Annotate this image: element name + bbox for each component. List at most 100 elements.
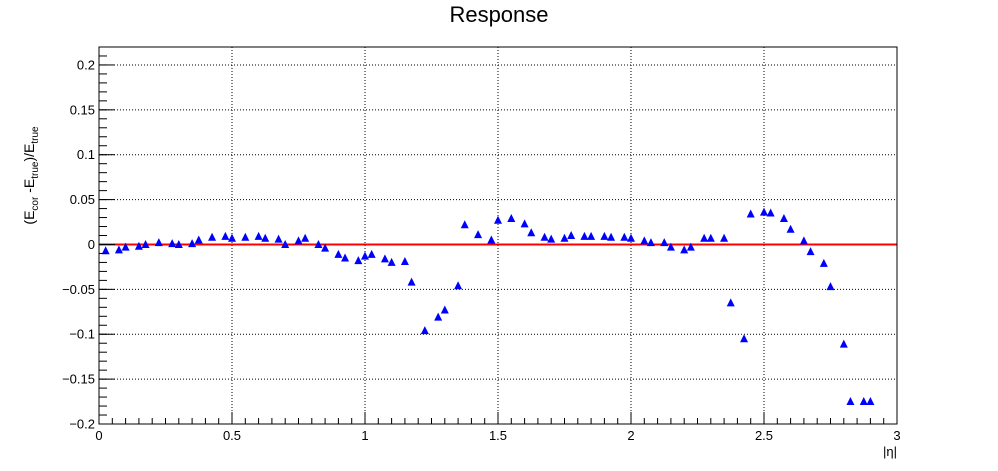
data-point	[261, 233, 270, 242]
data-point	[846, 397, 855, 406]
data-point	[700, 233, 709, 242]
data-point	[866, 397, 875, 406]
data-point	[487, 235, 496, 244]
data-point	[660, 238, 669, 247]
data-point	[607, 232, 616, 241]
data-point	[241, 232, 250, 241]
y-tick-label: −0.05	[62, 282, 95, 297]
data-point	[799, 236, 808, 245]
plot-frame	[98, 46, 898, 425]
data-point	[640, 236, 649, 245]
y-axis-label-subscript: true	[30, 161, 41, 179]
data-point	[188, 239, 197, 248]
data-points	[101, 207, 875, 406]
data-point	[460, 220, 469, 229]
data-point	[786, 224, 795, 233]
data-point	[527, 228, 536, 237]
x-tick-label: 1.5	[489, 428, 507, 443]
data-point	[321, 243, 330, 252]
data-point	[646, 238, 655, 247]
data-point	[208, 232, 217, 241]
data-point	[314, 239, 323, 248]
data-point	[354, 256, 363, 265]
data-point	[174, 239, 183, 248]
data-point	[341, 253, 350, 262]
data-point	[494, 215, 502, 224]
data-point	[294, 236, 303, 245]
data-point	[819, 258, 828, 267]
tick-labels: 0 0.5 1 1.5 2 2.5 3 −0.2 −0.15 −0.1 −0.05 0 0.05 0.1 0…	[62, 57, 901, 443]
data-point	[706, 233, 715, 242]
data-point	[766, 208, 775, 217]
x-tick-label: 0	[95, 428, 102, 443]
data-point	[114, 245, 123, 254]
data-point	[154, 238, 163, 247]
x-tick-label: 1	[361, 428, 368, 443]
data-point	[580, 231, 589, 240]
y-axis-label-subscript: true	[30, 126, 41, 144]
grid	[99, 47, 897, 424]
data-point	[560, 233, 569, 242]
axis-ticks	[98, 46, 898, 425]
data-point	[440, 305, 449, 314]
data-point	[600, 231, 609, 240]
y-tick-label: 0.05	[70, 192, 95, 207]
x-axis-label: |η|	[883, 444, 897, 459]
data-point	[620, 232, 629, 241]
data-point	[407, 277, 416, 286]
x-tick-label: 2.5	[755, 428, 773, 443]
data-point	[826, 282, 835, 291]
data-point	[740, 334, 749, 343]
y-tick-label: 0.2	[77, 57, 95, 72]
y-axis-label: (Ecor -Etrue)/Etrue	[21, 126, 41, 225]
x-tick-label: 2	[627, 428, 634, 443]
data-point	[387, 257, 396, 266]
data-point	[627, 233, 635, 242]
data-point	[420, 326, 429, 335]
data-point	[746, 209, 755, 218]
data-point	[507, 213, 516, 222]
y-tick-label: 0.1	[77, 147, 95, 162]
y-axis-label-text: (E	[21, 211, 37, 225]
data-point	[101, 246, 110, 255]
data-point	[587, 231, 596, 240]
y-axis-label-text: )/E	[21, 144, 37, 162]
data-point	[434, 312, 443, 321]
data-point	[228, 233, 236, 242]
data-point	[134, 241, 143, 250]
data-point	[380, 254, 389, 263]
data-point	[806, 247, 815, 256]
data-point	[334, 249, 343, 258]
data-point	[680, 245, 689, 254]
data-point	[141, 239, 150, 248]
data-point	[361, 251, 369, 260]
data-point	[720, 233, 729, 242]
data-point	[567, 231, 576, 239]
data-point	[454, 281, 463, 290]
data-point	[221, 231, 230, 240]
y-tick-label: −0.15	[62, 372, 95, 387]
data-point	[194, 235, 203, 244]
data-point	[281, 239, 290, 248]
data-point	[400, 257, 409, 266]
data-point	[686, 242, 695, 251]
data-point	[726, 298, 735, 307]
data-point	[666, 242, 675, 251]
x-tick-label: 3	[893, 428, 900, 443]
data-point	[121, 242, 130, 251]
data-point	[301, 233, 310, 242]
data-point	[540, 232, 549, 241]
x-tick-label: 0.5	[223, 428, 241, 443]
data-point	[254, 231, 263, 240]
y-axis-label-text: -E	[21, 179, 37, 197]
data-point	[168, 239, 177, 248]
data-point	[474, 230, 483, 239]
data-point	[520, 219, 529, 228]
y-axis-label-subscript: cor	[30, 196, 41, 211]
y-tick-label: −0.1	[69, 327, 95, 342]
data-point	[760, 207, 768, 216]
data-point	[367, 249, 376, 258]
data-point	[274, 234, 283, 243]
data-point	[779, 213, 788, 222]
